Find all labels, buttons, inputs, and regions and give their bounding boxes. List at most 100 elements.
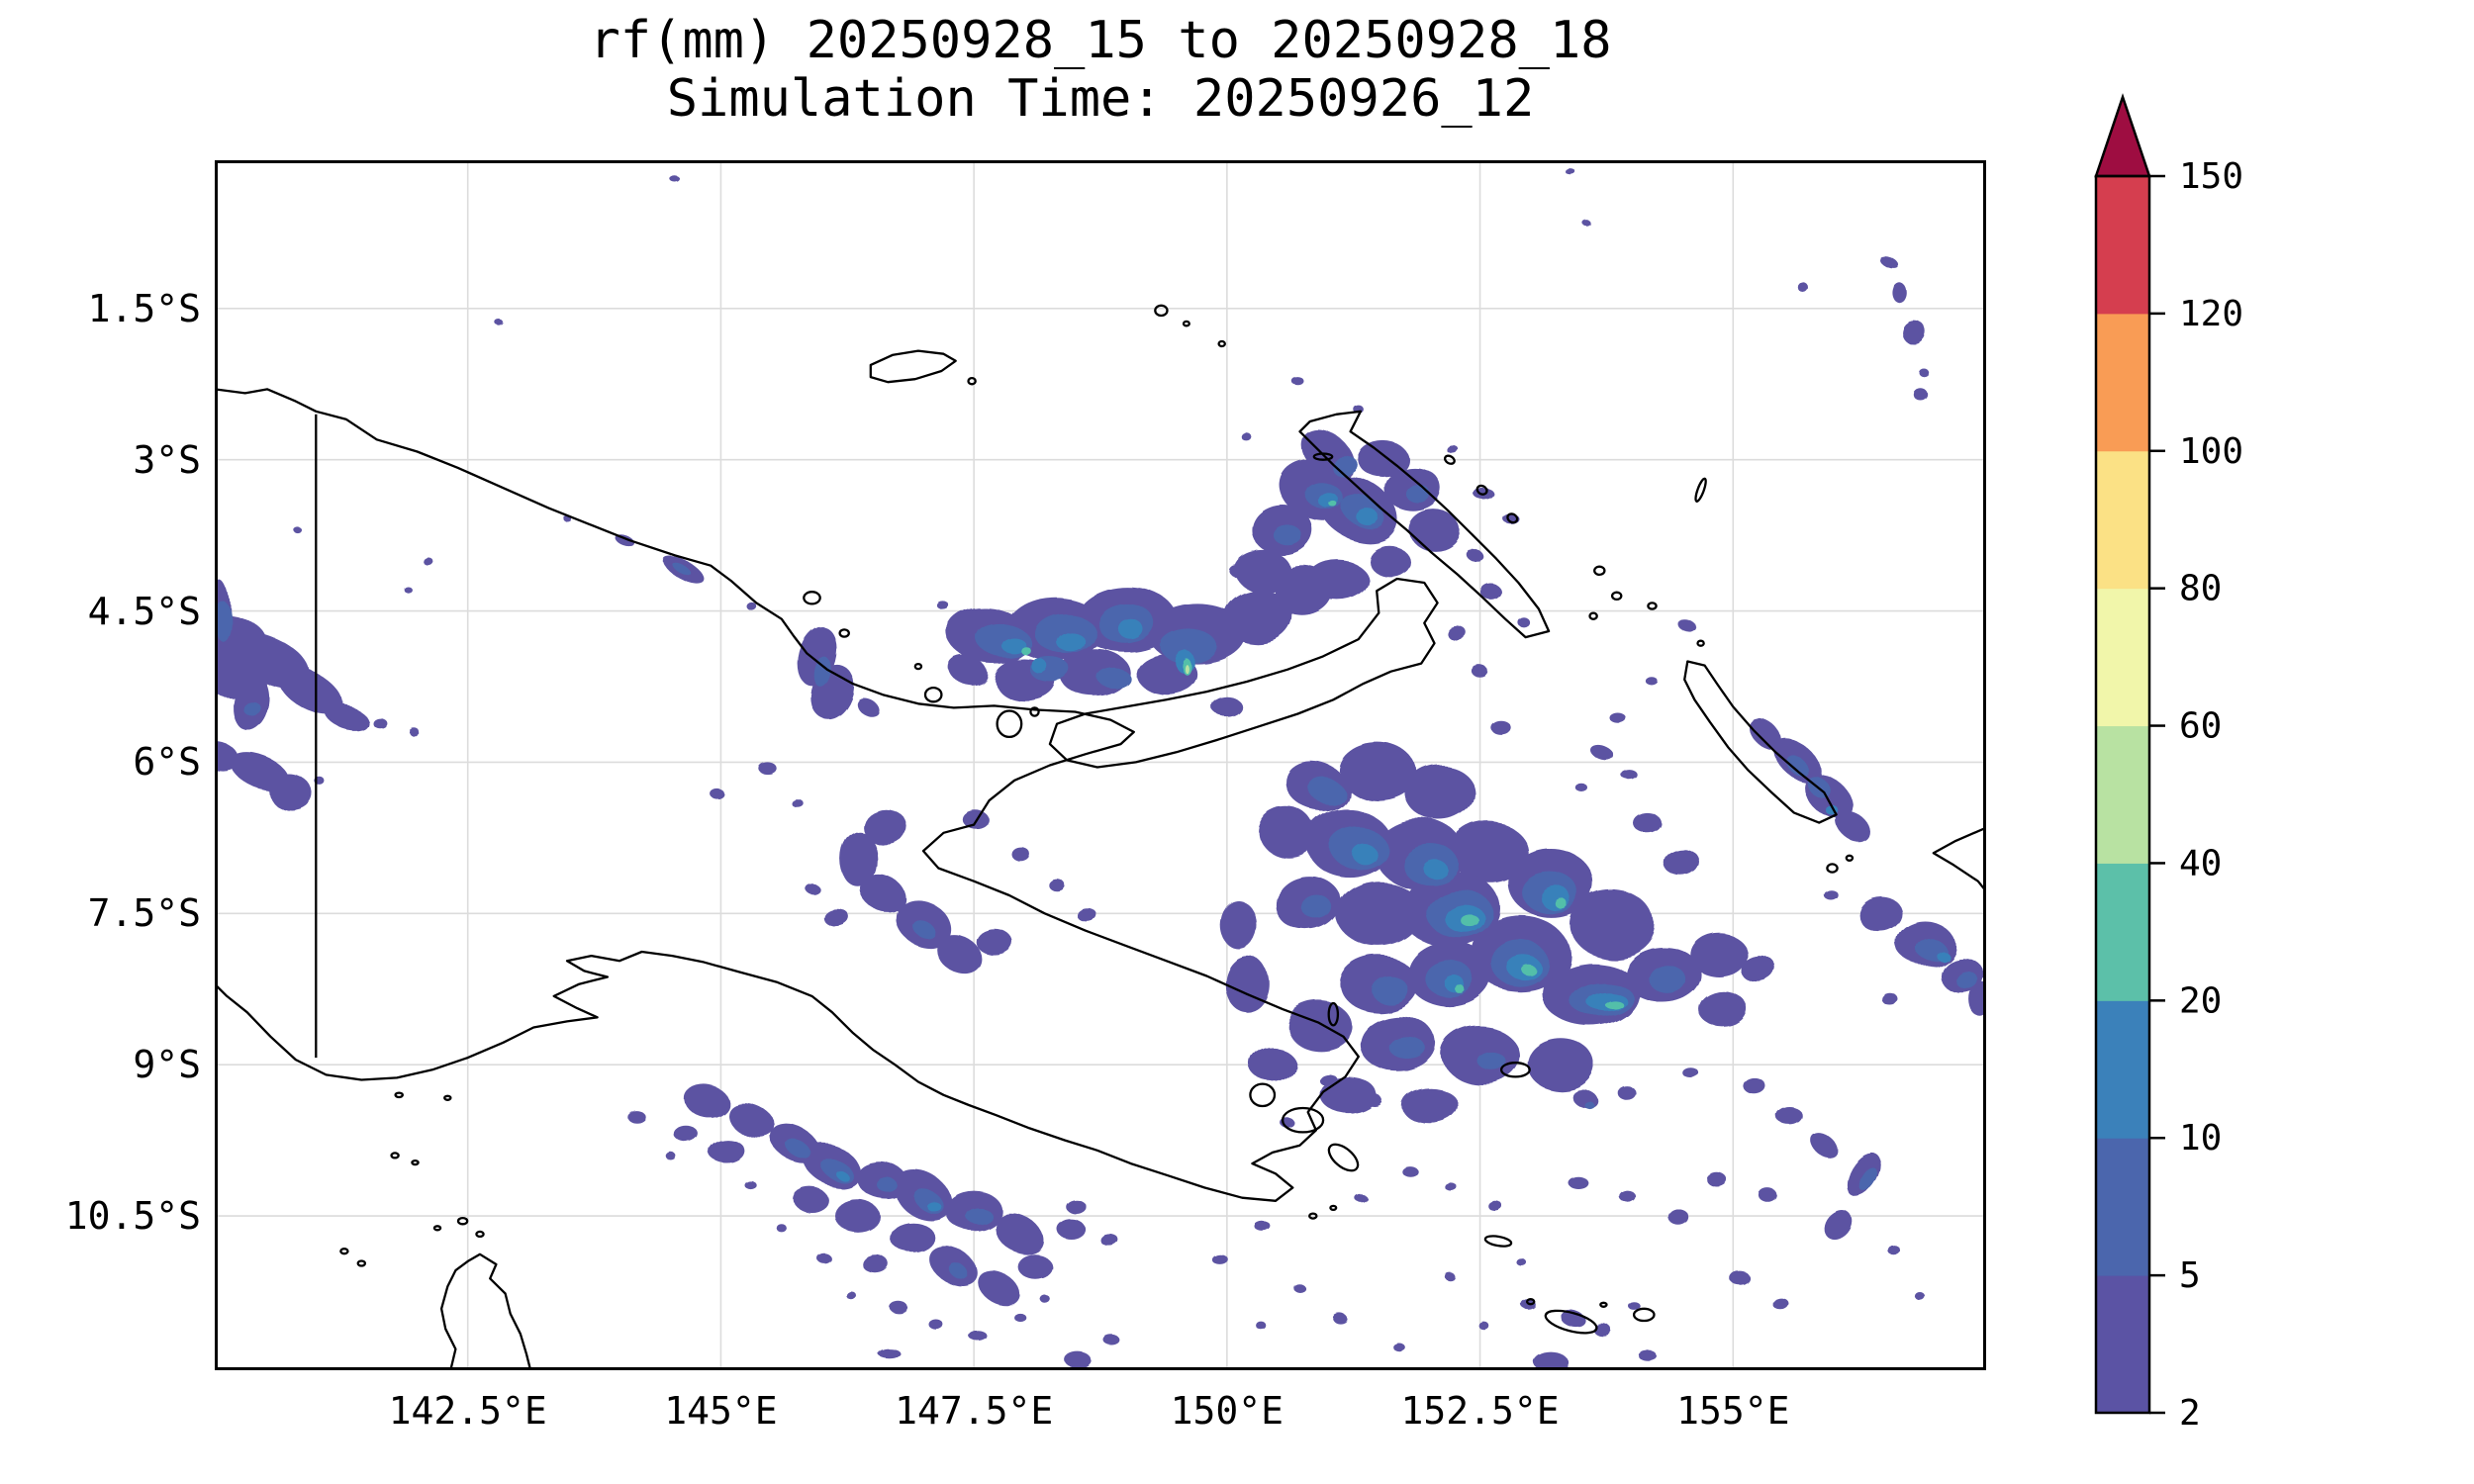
island-outline (1329, 1204, 1338, 1212)
rain-cell (1684, 1069, 1701, 1080)
island-outline (838, 628, 850, 638)
rain-cell (1234, 550, 1291, 592)
y-tick-label: 7.5°S (87, 891, 201, 936)
rain-cell (1075, 906, 1095, 921)
island-outline (1182, 320, 1190, 327)
colorbar-segment (2096, 588, 2149, 727)
rain-cell (1285, 999, 1351, 1049)
rain-cell (1664, 849, 1701, 878)
rain-cell (1558, 1308, 1584, 1326)
x-tick-label: 142.5°E (388, 1389, 547, 1433)
x-tick-label: 150°E (1170, 1389, 1285, 1433)
rain-cell (1461, 914, 1479, 927)
rain-cell (1017, 1253, 1052, 1279)
rain-cell (1302, 896, 1334, 921)
rain-cell (215, 601, 232, 642)
island-outline (356, 1259, 367, 1267)
rain-cell (937, 602, 950, 610)
colorbar-outline (2094, 174, 2151, 1415)
colorbar-tick-label: 80 (2179, 569, 2222, 609)
rain-cell (745, 1181, 758, 1190)
rain-cell (1257, 1323, 1268, 1332)
island-outline (1308, 1212, 1318, 1220)
x-tick-label: 147.5°E (895, 1389, 1054, 1433)
rain-cell (1825, 1211, 1854, 1242)
island-outline (967, 376, 977, 386)
rain-cell (1357, 510, 1380, 526)
rain-cell (1810, 1132, 1839, 1159)
rain-cell (709, 787, 723, 798)
rain-cell (1880, 257, 1900, 269)
rain-cell (864, 1256, 892, 1276)
colorbar-tick-label: 100 (2179, 431, 2243, 472)
rain-cell (1358, 441, 1409, 479)
island-outline (339, 1248, 349, 1255)
y-tick-label: 4.5°S (87, 589, 201, 633)
rainfall-contours (215, 169, 1986, 1370)
figure-title: rf(mm) 20250928_15 to 20250928_18 Simula… (215, 12, 1986, 129)
rain-cell (1455, 984, 1466, 993)
rain-cell (1254, 1221, 1271, 1232)
island-outline (390, 1152, 400, 1159)
rain-cell (814, 1251, 829, 1261)
rain-cell (1408, 510, 1461, 551)
island-outline (913, 662, 923, 671)
colorbar-tick-label: 120 (2179, 294, 2243, 334)
rain-cell (791, 798, 804, 807)
coastline-manus (869, 349, 957, 384)
rain-cell (1742, 1076, 1764, 1093)
rain-cell (1527, 1038, 1595, 1091)
rain-cell (926, 1317, 941, 1328)
island-outline (996, 709, 1023, 739)
rain-cell (325, 702, 368, 731)
island-outline (475, 1230, 485, 1239)
rain-cell (839, 829, 876, 886)
coastline-mainland (215, 388, 1360, 1202)
rain-cell (1788, 757, 1809, 778)
rain-cell (795, 1188, 829, 1214)
rain-cell (847, 1292, 858, 1301)
rain-cell (1631, 1304, 1644, 1313)
rain-cell (1160, 628, 1217, 664)
rain-cell (891, 1223, 936, 1253)
x-tick-label: 155°E (1676, 1389, 1790, 1433)
rain-cell (1920, 370, 1931, 379)
island-outline (1249, 1082, 1277, 1108)
rain-cell (407, 725, 418, 734)
rain-cell (776, 1224, 787, 1233)
rain-cell (673, 1125, 698, 1142)
rain-cell (1555, 898, 1568, 909)
island-outline (1647, 602, 1658, 610)
rain-cell (787, 1141, 812, 1160)
colorbar-segment (2096, 176, 2149, 315)
colorbar: 2 5 10 20 40 60 80 100 120 150 (2078, 63, 2375, 1448)
rain-cell (422, 556, 432, 565)
rain-cell (1046, 877, 1064, 889)
colorbar-tick-label: 20 (2179, 980, 2222, 1021)
rain-cell (1329, 501, 1338, 508)
rain-cell (1475, 1050, 1505, 1069)
rain-cell (1340, 744, 1418, 801)
island-outline (1588, 611, 1598, 620)
rain-cell (1770, 1295, 1787, 1308)
rain-cell (1608, 711, 1625, 722)
rain-cell (1479, 1323, 1490, 1332)
coastline-cape-york (439, 1252, 532, 1370)
colorbar-segment (2096, 863, 2149, 1001)
rain-cell (566, 518, 576, 525)
rain-cell (1336, 880, 1422, 947)
rain-cell (1569, 889, 1655, 958)
y-tick-label: 6°S (133, 740, 201, 785)
rain-cell (1881, 992, 1899, 1006)
rain-cell (813, 656, 831, 687)
rain-cell (876, 1346, 900, 1357)
rain-cell (1759, 1188, 1778, 1203)
rain-cell (665, 1151, 676, 1159)
island-outline (394, 1091, 404, 1099)
rain-cell (805, 882, 819, 893)
rain-cell (860, 806, 905, 843)
rain-cell (1320, 1076, 1378, 1114)
rain-cell (1566, 169, 1576, 176)
rain-cell (1291, 1282, 1304, 1291)
colorbar-tick-label: 2 (2179, 1393, 2201, 1434)
